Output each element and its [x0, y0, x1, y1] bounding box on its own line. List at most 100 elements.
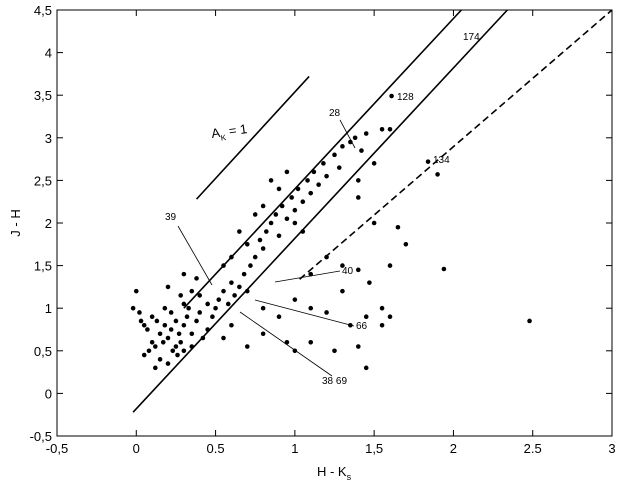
- extinction-label: AK = 1: [210, 121, 248, 144]
- star-point: [229, 280, 234, 285]
- star-annotation: 28: [329, 108, 341, 119]
- star-point: [403, 242, 409, 247]
- star-point: [232, 293, 237, 298]
- x-tick-label: 1: [291, 441, 298, 456]
- star-point: [260, 246, 266, 251]
- star-point: [170, 348, 176, 354]
- x-tick-label: 2.5: [524, 441, 542, 456]
- star-point: [292, 220, 298, 226]
- star-point: [178, 339, 183, 345]
- star-point: [133, 288, 139, 294]
- star-point: [175, 352, 180, 358]
- star-point: [162, 305, 168, 311]
- leader-line: [239, 311, 333, 377]
- x-tick-label: 0.5: [207, 441, 225, 456]
- star-point: [165, 335, 171, 341]
- star-point: [355, 267, 361, 273]
- star-point: [181, 271, 187, 277]
- star-annotation: 38 69: [322, 376, 347, 387]
- star-point: [295, 186, 301, 192]
- star-point: [241, 271, 247, 277]
- star-point: [355, 178, 361, 183]
- star-point: [189, 331, 195, 337]
- star-point: [160, 339, 166, 345]
- y-tick-label: 0,5: [34, 344, 52, 359]
- star-annotation: 174: [463, 32, 480, 43]
- star-point: [237, 284, 242, 290]
- star-point: [268, 178, 274, 183]
- y-tick-label: 2: [45, 216, 52, 231]
- star-point: [260, 203, 266, 209]
- star-point: [178, 293, 183, 298]
- x-tick-label: 3: [608, 441, 615, 456]
- star-annotation: 39: [165, 212, 177, 223]
- star-point: [194, 318, 199, 324]
- star-point: [244, 242, 250, 247]
- star-point: [154, 318, 160, 324]
- star-point: [273, 212, 279, 217]
- star-point: [257, 237, 263, 243]
- star-point: [149, 314, 155, 320]
- star-point: [336, 165, 342, 170]
- star-point: [355, 344, 361, 349]
- star-point: [264, 229, 269, 234]
- star-point: [367, 280, 372, 285]
- y-tick-label: -0,5: [30, 429, 52, 444]
- star-point: [289, 195, 294, 200]
- star-point: [145, 327, 150, 332]
- star-point: [363, 131, 369, 136]
- extinction-label-main: A: [210, 125, 221, 141]
- leader-line: [254, 299, 355, 327]
- star-point: [308, 271, 314, 277]
- star-annotation: 134: [433, 155, 450, 166]
- plot-frame: [56, 9, 613, 437]
- star-point: [308, 305, 314, 311]
- star-point: [181, 322, 187, 328]
- x-axis-label-main: H - K: [317, 464, 347, 479]
- y-tick-label: 1,5: [34, 259, 52, 274]
- star-point: [332, 348, 337, 354]
- star-point: [276, 186, 282, 192]
- star-point: [371, 220, 377, 226]
- star-point: [389, 93, 394, 99]
- star-point: [387, 314, 393, 320]
- star-point: [157, 357, 163, 362]
- y-tick-label: 3,5: [34, 88, 52, 103]
- star-point: [284, 216, 290, 222]
- star-point: [216, 297, 222, 302]
- star-point: [165, 361, 171, 366]
- star-point: [173, 318, 179, 324]
- star-point: [340, 288, 345, 294]
- star-annotation: 66: [356, 321, 368, 332]
- star-point: [221, 335, 226, 341]
- star-point: [137, 310, 142, 315]
- star-point: [292, 207, 298, 213]
- star-point: [425, 159, 431, 164]
- star-point: [186, 305, 191, 311]
- star-point: [225, 301, 231, 307]
- star-annotation: 40: [342, 266, 354, 277]
- star-point: [197, 310, 203, 315]
- reddening-line: [195, 75, 310, 200]
- star-point: [153, 344, 158, 349]
- x-tick-label: 0: [133, 441, 140, 456]
- star-point: [157, 331, 163, 337]
- star-point: [141, 322, 147, 328]
- star-point: [268, 220, 274, 226]
- star-point: [363, 365, 369, 371]
- star-point: [311, 169, 317, 175]
- star-point: [332, 152, 337, 158]
- star-point: [146, 348, 152, 354]
- star-point: [379, 126, 385, 132]
- x-axis-label-sub: s: [347, 472, 352, 482]
- star-point: [221, 263, 226, 268]
- leader-line: [177, 225, 213, 286]
- x-tick-label: 2: [450, 441, 457, 456]
- star-point: [435, 172, 440, 177]
- star-point: [527, 318, 532, 324]
- star-point: [321, 161, 326, 166]
- star-point: [395, 224, 401, 230]
- y-axis-label: J - H: [8, 209, 23, 236]
- star-point: [324, 173, 329, 179]
